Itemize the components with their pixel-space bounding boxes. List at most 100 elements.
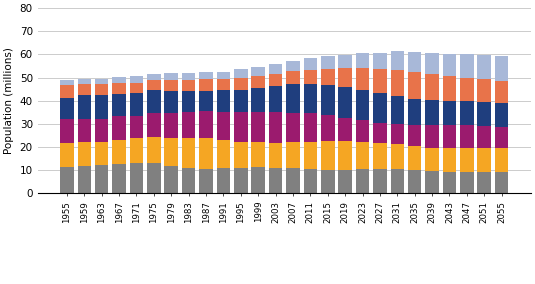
Bar: [425, 53, 439, 74]
Bar: [182, 168, 195, 193]
Bar: [408, 125, 422, 146]
Bar: [303, 84, 317, 113]
Bar: [338, 55, 352, 68]
Bar: [356, 120, 369, 141]
Bar: [199, 79, 213, 91]
Bar: [477, 55, 491, 79]
Bar: [442, 101, 456, 125]
Bar: [129, 163, 143, 193]
Bar: [321, 57, 334, 69]
Bar: [408, 72, 422, 99]
Bar: [321, 115, 334, 141]
Bar: [95, 79, 109, 84]
Bar: [182, 112, 195, 138]
Bar: [182, 73, 195, 80]
Bar: [373, 53, 387, 69]
Bar: [251, 167, 265, 193]
Bar: [182, 91, 195, 112]
Bar: [147, 80, 160, 91]
Bar: [495, 81, 508, 103]
Bar: [199, 72, 213, 79]
Bar: [182, 80, 195, 91]
Bar: [286, 61, 300, 71]
Y-axis label: Population (millions): Population (millions): [4, 47, 14, 154]
Bar: [408, 99, 422, 125]
Bar: [147, 74, 160, 80]
Bar: [112, 140, 126, 164]
Bar: [95, 165, 109, 193]
Bar: [356, 53, 369, 68]
Bar: [425, 171, 439, 193]
Bar: [147, 113, 160, 137]
Bar: [251, 112, 265, 142]
Bar: [338, 118, 352, 141]
Bar: [442, 148, 456, 172]
Bar: [164, 138, 178, 166]
Bar: [112, 83, 126, 94]
Bar: [391, 144, 404, 169]
Bar: [460, 125, 473, 148]
Bar: [147, 137, 160, 163]
Bar: [391, 51, 404, 70]
Bar: [321, 85, 334, 115]
Bar: [269, 168, 282, 193]
Bar: [373, 69, 387, 93]
Bar: [129, 83, 143, 93]
Bar: [217, 112, 230, 140]
Bar: [391, 169, 404, 193]
Bar: [129, 93, 143, 116]
Bar: [442, 54, 456, 76]
Bar: [217, 79, 230, 91]
Bar: [286, 84, 300, 113]
Bar: [217, 168, 230, 193]
Bar: [199, 91, 213, 111]
Bar: [269, 143, 282, 168]
Bar: [321, 170, 334, 193]
Bar: [286, 168, 300, 193]
Bar: [95, 119, 109, 142]
Bar: [60, 80, 74, 85]
Bar: [234, 69, 248, 78]
Bar: [442, 76, 456, 101]
Bar: [338, 87, 352, 118]
Bar: [442, 125, 456, 148]
Bar: [112, 77, 126, 83]
Bar: [303, 58, 317, 70]
Bar: [495, 57, 508, 81]
Bar: [164, 73, 178, 80]
Bar: [129, 116, 143, 138]
Bar: [60, 143, 74, 166]
Bar: [251, 76, 265, 88]
Bar: [321, 141, 334, 170]
Bar: [60, 98, 74, 119]
Bar: [269, 64, 282, 74]
Bar: [373, 143, 387, 169]
Bar: [303, 169, 317, 193]
Bar: [112, 164, 126, 193]
Bar: [408, 170, 422, 193]
Bar: [495, 148, 508, 172]
Bar: [95, 95, 109, 119]
Bar: [286, 142, 300, 168]
Bar: [425, 74, 439, 100]
Bar: [164, 166, 178, 193]
Bar: [460, 148, 473, 172]
Bar: [425, 100, 439, 125]
Bar: [129, 76, 143, 83]
Bar: [147, 163, 160, 193]
Bar: [408, 52, 422, 72]
Bar: [182, 138, 195, 168]
Bar: [112, 94, 126, 116]
Bar: [78, 79, 91, 84]
Bar: [78, 95, 91, 119]
Bar: [303, 141, 317, 169]
Bar: [495, 103, 508, 127]
Bar: [495, 127, 508, 148]
Bar: [129, 138, 143, 163]
Bar: [303, 70, 317, 84]
Bar: [164, 113, 178, 138]
Bar: [356, 141, 369, 169]
Bar: [391, 70, 404, 96]
Bar: [477, 79, 491, 102]
Bar: [356, 90, 369, 120]
